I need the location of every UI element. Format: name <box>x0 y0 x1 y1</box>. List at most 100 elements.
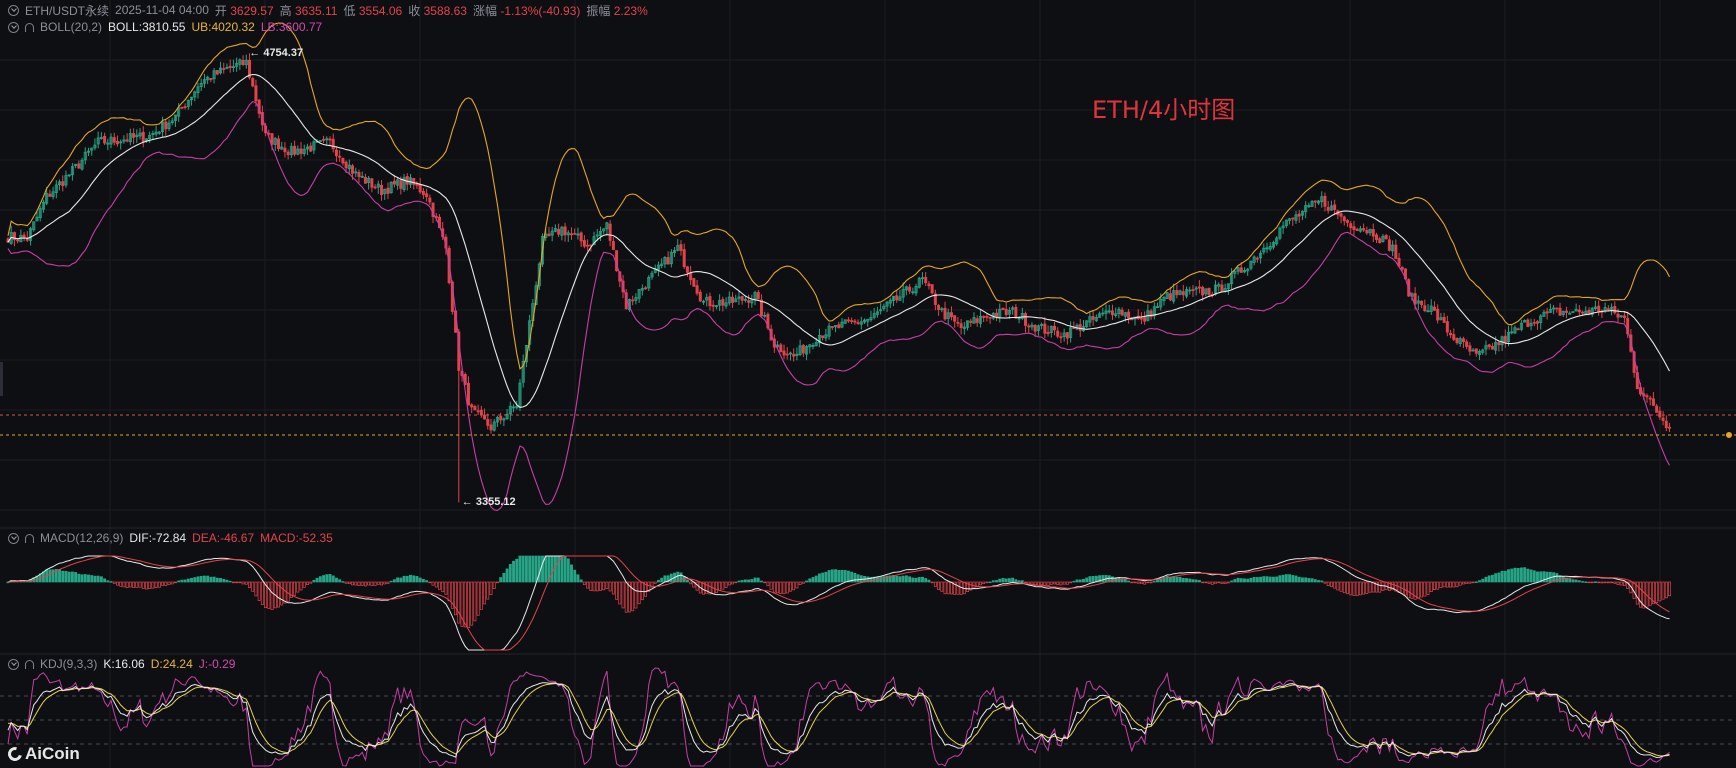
candle-body <box>1168 293 1172 301</box>
macd-histogram-bar <box>512 560 515 583</box>
candle-body <box>219 67 223 74</box>
macd-histogram-bar <box>592 581 596 592</box>
candle-body <box>1001 307 1005 311</box>
open-value: 3629.57 <box>230 3 274 18</box>
macd-histogram-bar <box>1577 580 1581 583</box>
chevron-down-icon[interactable] <box>8 21 19 33</box>
macd-histogram-bar <box>982 581 986 584</box>
macd-histogram-bar <box>618 581 622 605</box>
macd-histogram-bar <box>138 581 142 588</box>
macd-histogram-bar <box>357 581 361 586</box>
bell-icon[interactable] <box>25 534 34 543</box>
macd-histogram-bar <box>341 581 345 583</box>
macd-histogram-bar <box>1346 581 1349 595</box>
kdj-name[interactable]: KDJ(9,3,3) <box>40 657 98 671</box>
candle-body <box>901 289 905 298</box>
candle-body <box>892 295 896 301</box>
bell-icon[interactable] <box>25 660 34 669</box>
macd-histogram-bar <box>389 580 393 583</box>
candle-body <box>399 180 403 189</box>
chevron-down-icon[interactable] <box>8 658 19 670</box>
candle-body <box>1548 308 1552 313</box>
macd-histogram-bar <box>805 580 809 583</box>
candle-body <box>908 286 912 292</box>
macd-histogram-bar <box>1152 580 1156 583</box>
symbol-label[interactable]: ETH/USDT永续 <box>25 3 110 18</box>
candle-body <box>1310 200 1314 207</box>
candle-body <box>875 311 879 315</box>
price-reference-lines <box>0 414 1736 438</box>
candle-body <box>276 138 280 149</box>
macd-histogram-bar <box>1210 581 1214 585</box>
macd-histogram-bar <box>853 572 857 583</box>
macd-histogram-bar <box>747 579 751 583</box>
macd-histogram-bar <box>380 581 383 586</box>
macd-histogram-bar <box>1658 581 1662 602</box>
macd-histogram-bar <box>1581 581 1585 583</box>
candle-body <box>856 322 860 324</box>
macd-histogram-bar <box>1075 579 1079 583</box>
candle-body <box>38 208 42 219</box>
macd-name[interactable]: MACD(12,26,9) <box>40 531 124 545</box>
candle-body <box>428 197 432 203</box>
panel-resize-handle[interactable] <box>0 362 3 396</box>
candle-body <box>1320 196 1324 202</box>
candle-body <box>418 183 422 193</box>
macd-histogram-bar <box>1130 581 1134 584</box>
macd-histogram-bar <box>1281 574 1285 583</box>
candle-body <box>1107 310 1111 313</box>
macd-histogram-bar <box>1603 581 1607 584</box>
macd-histogram-bar <box>283 581 287 604</box>
candle-body <box>1159 298 1163 308</box>
candle-body <box>138 132 142 137</box>
candle-body <box>1526 319 1530 327</box>
candle-body <box>888 299 892 304</box>
macd-histogram-bar <box>898 576 902 583</box>
chevron-down-icon[interactable] <box>8 532 19 544</box>
macd-histogram-bar <box>1004 578 1008 583</box>
candle-body <box>244 59 248 66</box>
candle-body <box>322 138 326 141</box>
candle-body <box>995 312 999 318</box>
macd-histogram-bar <box>644 581 648 597</box>
macd-histogram-bar <box>289 581 293 598</box>
candle-body <box>956 321 960 324</box>
bell-icon[interactable] <box>25 23 34 32</box>
candle-body <box>1400 266 1404 270</box>
chevron-down-icon[interactable] <box>8 4 19 16</box>
candle-body <box>676 245 680 251</box>
macd-histogram-bar <box>624 581 628 613</box>
candle-body <box>1394 244 1398 259</box>
macd-histogram-bar <box>1291 575 1295 583</box>
candle-body <box>1014 307 1018 319</box>
macd-histogram-bar <box>1262 576 1266 583</box>
candle-body <box>1449 332 1453 336</box>
macd-histogram-bar <box>1597 581 1601 584</box>
boll-mid-value: BOLL:3810.55 <box>108 20 186 34</box>
candle-body <box>1655 405 1659 413</box>
candle-body <box>1413 293 1417 305</box>
macd-histogram-bar <box>576 574 580 583</box>
macd-histogram-bar <box>1507 569 1510 583</box>
candle-body <box>235 63 239 67</box>
macd-histogram-bar <box>173 581 177 584</box>
boll-name[interactable]: BOLL(20,2) <box>40 20 103 34</box>
macd-histogram-bar <box>930 581 934 584</box>
candle-body <box>937 305 941 310</box>
aicoin-logo-icon <box>5 744 25 764</box>
kdj-header: KDJ(9,3,3) K:16.06 D:24.24 J:-0.29 <box>8 656 235 672</box>
candle-body <box>1046 331 1050 334</box>
candle-body <box>1030 324 1034 328</box>
macd-histogram-bar <box>1529 569 1533 583</box>
macd-histogram-bar <box>953 581 957 595</box>
macd-histogram-bar <box>721 581 725 590</box>
candle-body <box>737 296 741 299</box>
candle-body <box>685 266 689 273</box>
candle-body <box>1271 242 1275 248</box>
candle-body <box>1143 317 1147 322</box>
candle-body <box>1313 200 1317 203</box>
macd-histogram-bar <box>1178 576 1182 583</box>
candle-body <box>1439 317 1443 320</box>
macd-histogram-bar <box>444 581 448 595</box>
